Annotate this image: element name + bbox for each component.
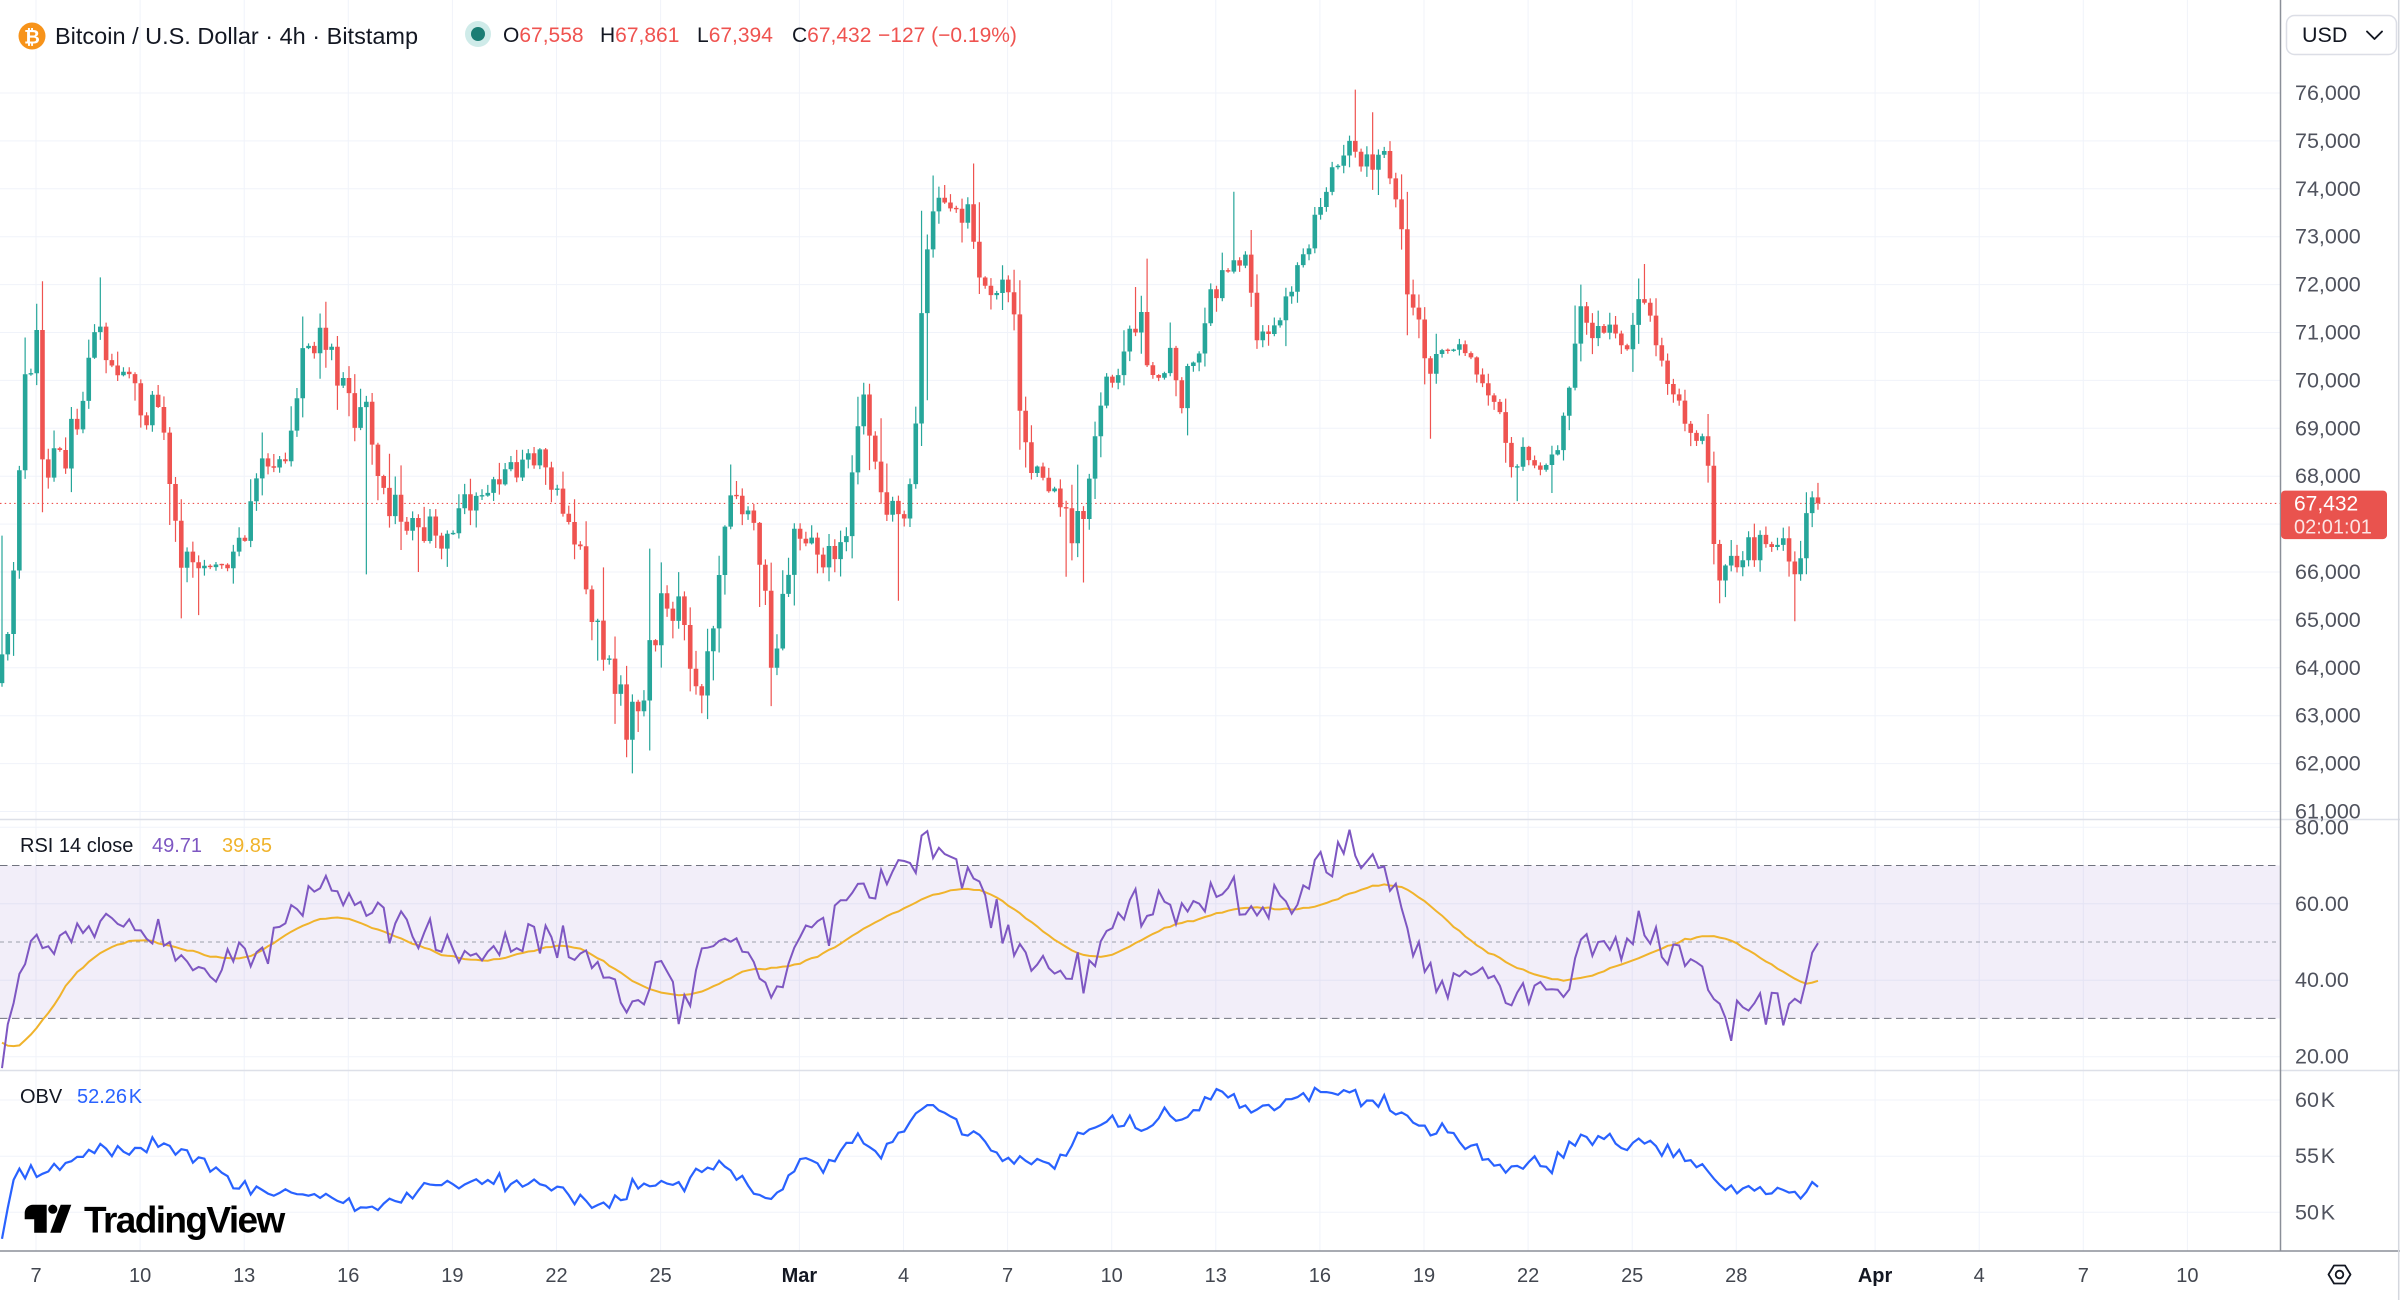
svg-text:40.00: 40.00 <box>2295 968 2349 992</box>
svg-text:68,000: 68,000 <box>2295 464 2361 488</box>
svg-text:20.00: 20.00 <box>2295 1045 2349 1069</box>
svg-text:7: 7 <box>2078 1265 2089 1287</box>
svg-text:25: 25 <box>649 1265 671 1287</box>
svg-text:65,000: 65,000 <box>2295 608 2361 632</box>
svg-text:19: 19 <box>441 1265 463 1287</box>
svg-text:28: 28 <box>1725 1265 1747 1287</box>
svg-text:Mar: Mar <box>782 1265 818 1287</box>
svg-text:Apr: Apr <box>1858 1265 1893 1287</box>
svg-text:10: 10 <box>2176 1265 2198 1287</box>
svg-text:13: 13 <box>1205 1265 1227 1287</box>
svg-text:C67,432: C67,432 <box>792 24 871 47</box>
svg-text:H67,861: H67,861 <box>600 24 679 47</box>
svg-text:71,000: 71,000 <box>2295 321 2361 345</box>
svg-text:₿: ₿ <box>24 27 40 49</box>
svg-text:USD: USD <box>2302 23 2347 47</box>
svg-text:75,000: 75,000 <box>2295 129 2361 153</box>
svg-text:16: 16 <box>1309 1265 1331 1287</box>
svg-text:10: 10 <box>129 1265 151 1287</box>
svg-text:Bitcoin / U.S. Dollar · 4h · B: Bitcoin / U.S. Dollar · 4h · Bitstamp <box>55 23 418 49</box>
svg-text:4: 4 <box>898 1265 909 1287</box>
svg-text:80.00: 80.00 <box>2295 815 2349 839</box>
svg-text:63,000: 63,000 <box>2295 704 2361 728</box>
svg-text:4: 4 <box>1974 1265 1985 1287</box>
svg-text:67,432: 67,432 <box>2294 492 2358 515</box>
svg-text:19: 19 <box>1413 1265 1435 1287</box>
svg-text:69,000: 69,000 <box>2295 416 2361 440</box>
svg-text:L67,394: L67,394 <box>697 24 773 47</box>
svg-text:64,000: 64,000 <box>2295 656 2361 680</box>
svg-text:10: 10 <box>1101 1265 1123 1287</box>
svg-text:76,000: 76,000 <box>2295 81 2361 105</box>
svg-text:73,000: 73,000 <box>2295 225 2361 249</box>
svg-text:02:01:01: 02:01:01 <box>2294 516 2372 538</box>
svg-text:66,000: 66,000 <box>2295 560 2361 584</box>
svg-text:50 K: 50 K <box>2295 1200 2336 1224</box>
svg-text:7: 7 <box>1002 1265 1013 1287</box>
svg-text:16: 16 <box>337 1265 359 1287</box>
svg-text:22: 22 <box>1517 1265 1539 1287</box>
svg-text:74,000: 74,000 <box>2295 177 2361 201</box>
svg-text:O67,558: O67,558 <box>503 24 584 47</box>
svg-text:OBV 52.26 K: OBV 52.26 K <box>20 1086 143 1108</box>
svg-text:TradingView: TradingView <box>84 1200 285 1241</box>
svg-text:60.00: 60.00 <box>2295 892 2349 916</box>
svg-text:61,000: 61,000 <box>2295 800 2361 824</box>
svg-text:−127 (−0.19%): −127 (−0.19%) <box>878 24 1017 47</box>
svg-text:25: 25 <box>1621 1265 1643 1287</box>
svg-text:72,000: 72,000 <box>2295 273 2361 297</box>
svg-text:7: 7 <box>30 1265 41 1287</box>
svg-text:62,000: 62,000 <box>2295 752 2361 776</box>
svg-text:13: 13 <box>233 1265 255 1287</box>
svg-text:22: 22 <box>545 1265 567 1287</box>
svg-text:55 K: 55 K <box>2295 1144 2336 1168</box>
svg-text:60 K: 60 K <box>2295 1088 2336 1112</box>
svg-text:70,000: 70,000 <box>2295 368 2361 392</box>
